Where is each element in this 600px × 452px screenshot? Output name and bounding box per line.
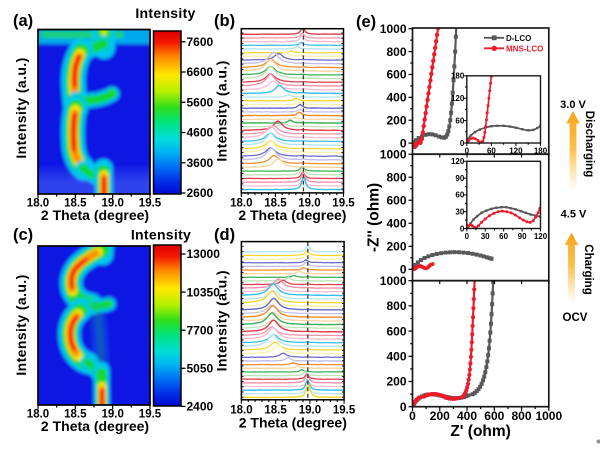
- svg-text:6600: 6600: [187, 65, 214, 79]
- svg-text:800: 800: [386, 170, 406, 184]
- svg-text:800: 800: [511, 409, 531, 423]
- svg-text:Intensity (a.u.): Intensity (a.u.): [13, 274, 29, 375]
- svg-text:60: 60: [487, 147, 496, 156]
- svg-text:2 Theta (degree): 2 Theta (degree): [41, 207, 149, 223]
- svg-text:1000: 1000: [380, 22, 407, 36]
- svg-text:0: 0: [460, 224, 465, 233]
- svg-text:5600: 5600: [187, 96, 214, 110]
- svg-text:7600: 7600: [187, 35, 214, 49]
- svg-text:(a): (a): [13, 12, 33, 30]
- svg-text:0: 0: [400, 263, 407, 277]
- svg-text:19.5: 19.5: [333, 405, 356, 417]
- svg-text:18.5: 18.5: [64, 198, 87, 210]
- svg-text:400: 400: [386, 217, 406, 231]
- svg-text:4.5 V: 4.5 V: [561, 209, 587, 221]
- svg-text:600: 600: [386, 194, 406, 208]
- svg-text:Intensity (a.u.): Intensity (a.u.): [214, 60, 230, 161]
- svg-text:Discharging: Discharging: [583, 111, 595, 177]
- svg-text:Intensity (a.u.): Intensity (a.u.): [214, 270, 230, 371]
- svg-text:19.0: 19.0: [102, 409, 124, 421]
- svg-text:18.5: 18.5: [264, 405, 287, 417]
- svg-text:18.0: 18.0: [230, 405, 252, 417]
- svg-text:Intensity (a.u.): Intensity (a.u.): [13, 57, 29, 158]
- svg-text:90: 90: [455, 174, 464, 183]
- svg-text:7700: 7700: [187, 323, 214, 337]
- svg-text:0: 0: [465, 147, 470, 156]
- svg-text:1000: 1000: [535, 409, 562, 423]
- svg-text:13000: 13000: [187, 247, 221, 261]
- svg-text:Intensity: Intensity: [131, 227, 191, 243]
- svg-text:0: 0: [409, 409, 416, 423]
- svg-text:19.0: 19.0: [102, 198, 124, 210]
- svg-text:180: 180: [534, 147, 548, 156]
- svg-text:19.5: 19.5: [139, 198, 162, 210]
- svg-text:OCV: OCV: [563, 312, 588, 324]
- svg-text:2600: 2600: [187, 186, 214, 200]
- svg-text:600: 600: [484, 409, 504, 423]
- svg-text:1000: 1000: [380, 147, 407, 161]
- svg-text:19.5: 19.5: [139, 409, 162, 421]
- svg-text:400: 400: [457, 409, 477, 423]
- svg-text:2400: 2400: [187, 400, 214, 414]
- svg-text:18.0: 18.0: [27, 409, 49, 421]
- svg-text:800: 800: [386, 45, 406, 59]
- svg-text:3.0 V: 3.0 V: [560, 99, 586, 111]
- svg-text:19.0: 19.0: [298, 198, 320, 210]
- svg-text:10350: 10350: [187, 285, 221, 299]
- svg-text:600: 600: [386, 68, 406, 82]
- svg-text:0: 0: [400, 400, 407, 414]
- svg-text:600: 600: [386, 324, 406, 338]
- svg-text:0: 0: [400, 136, 407, 150]
- svg-text:5050: 5050: [187, 362, 214, 376]
- svg-text:(e): (e): [356, 13, 376, 31]
- svg-text:30: 30: [481, 232, 490, 241]
- svg-text:200: 200: [386, 375, 406, 389]
- svg-text:3600: 3600: [187, 156, 214, 170]
- svg-text:60: 60: [499, 232, 508, 241]
- svg-text:-Z'' (ohm): -Z'' (ohm): [366, 183, 383, 252]
- svg-text:(b): (b): [214, 12, 235, 30]
- svg-text:180: 180: [451, 72, 465, 81]
- svg-text:60: 60: [455, 116, 464, 125]
- svg-text:MNS-LCO: MNS-LCO: [506, 44, 543, 53]
- svg-text:90: 90: [518, 232, 527, 241]
- svg-text:120: 120: [451, 157, 465, 166]
- svg-text:800: 800: [386, 299, 406, 313]
- svg-text:18.5: 18.5: [264, 198, 287, 210]
- svg-text:Z' (ohm): Z' (ohm): [450, 423, 511, 440]
- svg-text:0: 0: [465, 232, 470, 241]
- svg-text:18.5: 18.5: [64, 409, 87, 421]
- svg-text:120: 120: [451, 94, 465, 103]
- svg-text:2 Theta (degree): 2 Theta (degree): [238, 207, 346, 223]
- svg-text:Intensity: Intensity: [135, 5, 195, 21]
- svg-text:120: 120: [509, 147, 523, 156]
- svg-text:400: 400: [386, 91, 406, 105]
- svg-text:(d): (d): [214, 226, 235, 244]
- svg-text:(c): (c): [13, 226, 33, 244]
- svg-text:200: 200: [386, 240, 406, 254]
- svg-text:60: 60: [455, 191, 464, 200]
- svg-text:2 Theta (degree): 2 Theta (degree): [41, 418, 149, 434]
- svg-text:30: 30: [455, 208, 464, 217]
- svg-text:19.0: 19.0: [299, 405, 321, 417]
- svg-text:2 Theta (degree): 2 Theta (degree): [239, 415, 347, 431]
- svg-text:19.5: 19.5: [332, 198, 355, 210]
- svg-text:0: 0: [460, 139, 465, 148]
- svg-text:4600: 4600: [187, 126, 214, 140]
- svg-text:D-LCO: D-LCO: [506, 34, 531, 43]
- svg-text:120: 120: [534, 232, 548, 241]
- svg-text:Charging: Charging: [582, 244, 594, 294]
- svg-text:400: 400: [386, 350, 406, 364]
- svg-text:18.0: 18.0: [230, 198, 252, 210]
- svg-text:18.0: 18.0: [27, 198, 49, 210]
- svg-text:200: 200: [386, 113, 406, 127]
- svg-text:200: 200: [430, 409, 450, 423]
- svg-text:1000: 1000: [380, 274, 407, 288]
